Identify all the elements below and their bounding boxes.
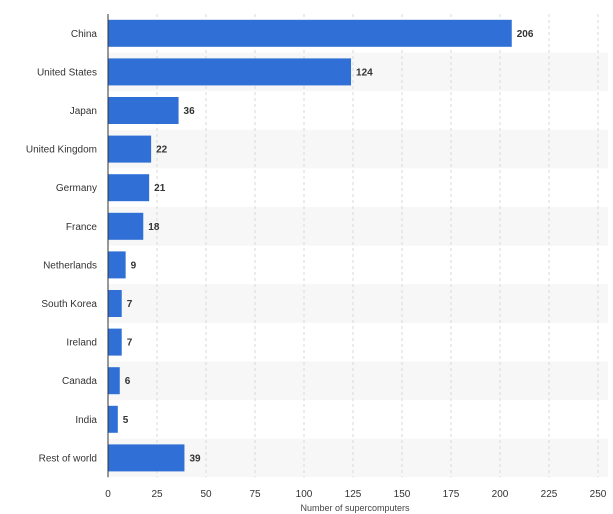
category-label: South Korea [41, 299, 97, 310]
row-band [108, 129, 608, 169]
x-tick-label: 125 [345, 489, 362, 500]
x-axis-title: Number of supercomputers [300, 503, 410, 513]
x-tick-label: 50 [200, 489, 212, 500]
row-band [108, 284, 608, 323]
bar [108, 58, 352, 86]
value-label: 206 [517, 29, 534, 40]
value-label: 7 [127, 338, 133, 349]
category-label: Germany [56, 183, 97, 194]
x-tick-label: 225 [541, 489, 558, 500]
row-band [108, 207, 608, 246]
category-labels: China United States Japan United Kingdom Ger… [26, 29, 98, 465]
value-labels: 206 124 36 22 21 18 9 7 7 6 5 39 [123, 29, 534, 465]
bars [108, 19, 512, 472]
bar [108, 251, 126, 279]
category-label: Rest of world [39, 453, 97, 464]
x-tick-label: 175 [443, 489, 460, 500]
bar [108, 174, 150, 202]
x-tick-labels: 0 25 50 75 100 125 150 175 200 225 250 [105, 489, 607, 500]
bar [108, 328, 122, 356]
x-tick-label: 75 [249, 489, 261, 500]
bar [108, 405, 118, 433]
row-band [108, 361, 608, 400]
category-label: China [71, 29, 98, 40]
bar [108, 135, 152, 163]
x-tick-label: 0 [105, 489, 111, 500]
value-label: 22 [156, 145, 168, 156]
x-tick-label: 100 [296, 489, 313, 500]
category-label: Canada [62, 376, 97, 387]
value-label: 9 [131, 260, 137, 271]
row-band [108, 438, 608, 478]
category-label: Netherlands [43, 260, 97, 271]
bar [108, 367, 120, 395]
value-label: 124 [356, 67, 373, 78]
value-label: 18 [148, 222, 160, 233]
value-label: 21 [154, 183, 166, 194]
category-label: France [66, 222, 98, 233]
category-label: Ireland [66, 338, 97, 349]
category-label: India [75, 415, 97, 426]
category-label: Japan [70, 106, 97, 117]
category-label: United Kingdom [26, 145, 97, 156]
bar [108, 19, 512, 47]
value-label: 36 [184, 106, 196, 117]
value-label: 7 [127, 299, 133, 310]
bar [108, 290, 122, 317]
gridlines [156, 14, 599, 478]
row-bands [108, 52, 608, 478]
bar [108, 97, 179, 124]
bar [108, 444, 185, 472]
x-tick-label: 25 [151, 489, 163, 500]
x-tick-label: 250 [590, 489, 607, 500]
x-tick-label: 150 [394, 489, 411, 500]
value-label: 39 [189, 453, 201, 464]
value-label: 5 [123, 415, 129, 426]
value-label: 6 [125, 376, 131, 387]
category-label: United States [37, 67, 97, 78]
x-tick-label: 200 [492, 489, 509, 500]
bar [108, 212, 144, 240]
